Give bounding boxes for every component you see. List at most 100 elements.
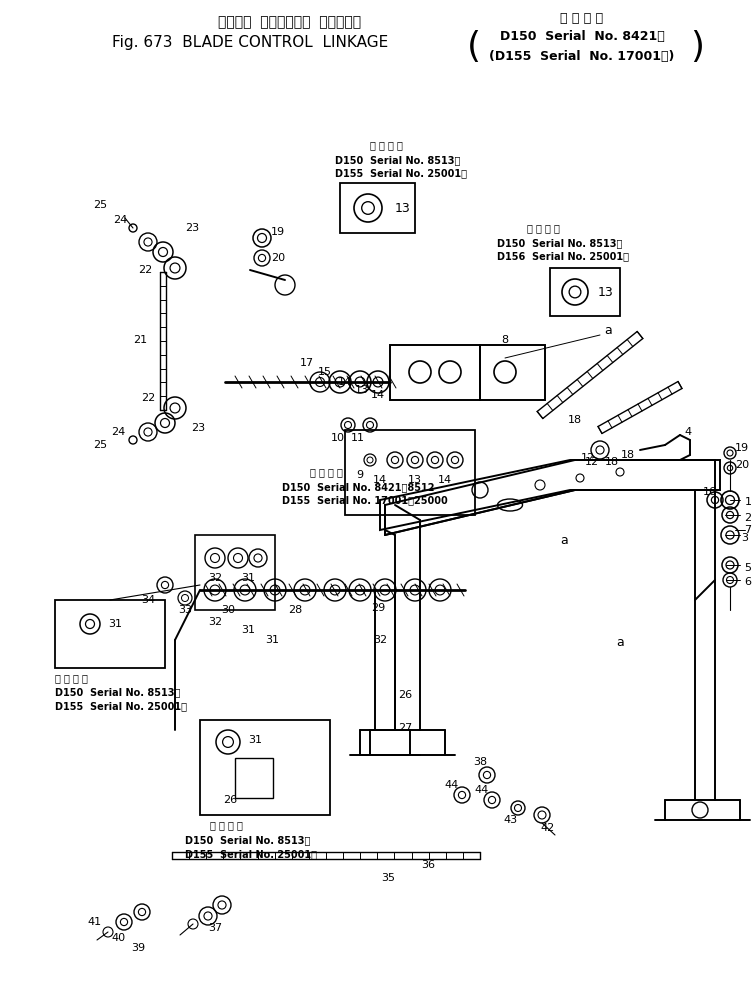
Text: 4: 4 [685,427,692,437]
Bar [480,345,545,400]
Bar [345,430,475,515]
Text: 適 用 号 機: 適 用 号 機 [527,223,560,233]
Text: 32: 32 [373,635,387,645]
Text: 3: 3 [741,533,748,543]
Text: 適 用 号 機: 適 用 号 機 [210,820,243,830]
Bar [390,345,480,400]
Text: D155  Serial No. 25001～: D155 Serial No. 25001～ [55,701,187,711]
Text: (: ( [467,30,481,64]
Bar [550,268,620,316]
Text: 33: 33 [178,605,192,615]
Text: ブレード  コントロール  リンケージ: ブレード コントロール リンケージ [218,15,362,29]
Text: 適 用 号 機: 適 用 号 機 [310,467,343,477]
Text: 13: 13 [408,475,422,485]
Text: 44: 44 [475,785,489,795]
Text: 41: 41 [88,917,102,927]
Bar [200,720,330,815]
Text: 31: 31 [241,625,255,635]
Text: D150  Serial No. 8513～: D150 Serial No. 8513～ [185,835,310,845]
Text: 13: 13 [355,385,369,395]
Text: 14: 14 [338,377,352,387]
Bar [340,183,415,233]
Text: 22: 22 [138,265,152,275]
Text: 19: 19 [271,227,285,237]
Text: 26: 26 [398,690,412,700]
Text: 21: 21 [133,335,147,345]
Text: 9: 9 [356,470,364,480]
Text: 44: 44 [445,780,459,790]
Text: 37: 37 [208,923,222,933]
Text: 31: 31 [265,635,279,645]
Text: ): ) [690,30,704,64]
Text: a: a [604,324,612,337]
Text: 42: 42 [541,823,555,833]
Text: a: a [616,635,624,648]
Text: 25: 25 [93,200,107,210]
Text: D150  Serial No. 8513～: D150 Serial No. 8513～ [335,155,461,165]
Text: 26: 26 [223,795,237,805]
Text: 15: 15 [318,367,332,377]
Text: 30: 30 [221,605,235,615]
Text: D155  Serial No. 25001～: D155 Serial No. 25001～ [185,849,317,859]
Text: D156  Serial No. 25001～: D156 Serial No. 25001～ [497,251,629,261]
Text: 24: 24 [111,427,125,437]
Text: 35: 35 [381,873,395,883]
Text: 適 用 号 機: 適 用 号 機 [55,673,88,683]
Text: 適 用 号 機: 適 用 号 機 [560,12,603,25]
Text: 43: 43 [503,815,517,825]
Text: 18: 18 [605,457,619,467]
Text: 7: 7 [744,525,751,535]
Text: 5: 5 [744,563,751,573]
Text: 32: 32 [208,617,222,627]
Text: 16: 16 [703,487,717,497]
Text: 8: 8 [501,335,509,345]
Text: 10: 10 [331,433,345,443]
Text: 38: 38 [473,757,487,767]
Text: 28: 28 [288,605,302,615]
Text: 23: 23 [185,223,199,233]
Text: 11: 11 [351,433,365,443]
Text: 18: 18 [621,450,635,460]
Text: 12: 12 [581,453,595,463]
Text: 1: 1 [744,497,751,507]
Text: 20: 20 [271,253,285,263]
Text: 34: 34 [141,595,155,605]
Text: 31: 31 [108,619,122,629]
Text: 14: 14 [438,475,452,485]
Text: 19: 19 [735,443,749,453]
Text: Fig. 673  BLADE CONTROL  LINKAGE: Fig. 673 BLADE CONTROL LINKAGE [112,35,388,50]
Text: 22: 22 [141,393,155,403]
Text: 24: 24 [113,215,127,225]
Text: D155  Serial No. 17001～25000: D155 Serial No. 17001～25000 [282,495,448,505]
Text: (D155  Serial  No. 17001～): (D155 Serial No. 17001～) [489,50,675,63]
Text: 31: 31 [241,573,255,583]
Text: 25: 25 [93,440,107,450]
Text: 適 用 号 機: 適 用 号 機 [370,140,403,150]
Text: 40: 40 [111,933,125,943]
Text: D155  Serial No. 25001～: D155 Serial No. 25001～ [335,168,467,178]
Text: D150  Serial  No. 8421～: D150 Serial No. 8421～ [500,30,664,43]
Bar [235,758,273,798]
Text: 13: 13 [598,286,614,299]
Text: 27: 27 [398,723,412,733]
Text: 13: 13 [395,202,411,215]
Text: D150  Serial No. 8513～: D150 Serial No. 8513～ [497,238,622,248]
Text: 18: 18 [568,415,582,425]
Text: 36: 36 [421,860,435,870]
Text: 6: 6 [744,577,751,587]
Bar [195,535,275,610]
Text: a: a [560,533,568,546]
Text: 29: 29 [371,603,385,613]
Text: 12: 12 [585,457,599,467]
Text: 31: 31 [248,735,262,745]
Text: 32: 32 [208,573,222,583]
Text: 39: 39 [131,943,145,953]
Text: 20: 20 [735,460,749,470]
Text: 2: 2 [744,513,751,523]
Text: D150  Serial No. 8513～: D150 Serial No. 8513～ [55,687,180,697]
Bar [55,600,165,668]
Text: 14: 14 [371,390,385,400]
Text: D150  Serial No. 8421～8512: D150 Serial No. 8421～8512 [282,482,434,492]
Text: 17: 17 [300,358,314,368]
Text: 14: 14 [373,475,387,485]
